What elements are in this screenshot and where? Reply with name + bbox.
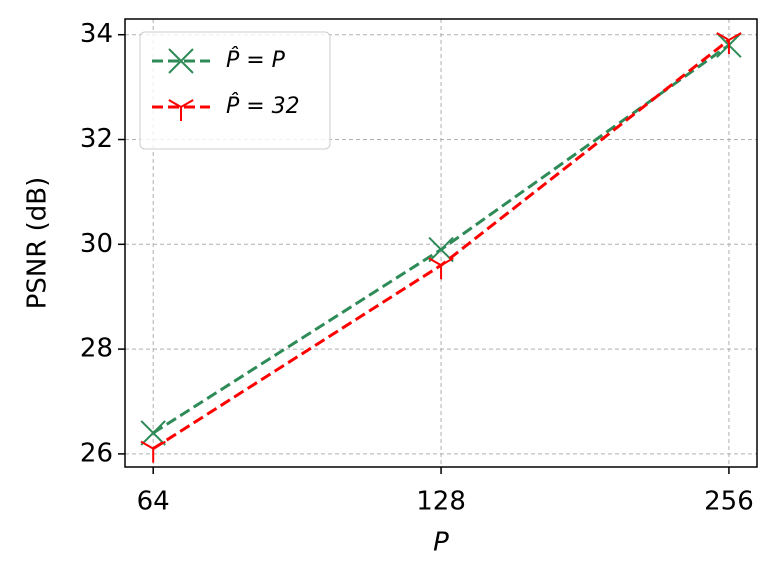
plot-frame [124, 18, 758, 468]
y-tick-label: 32 [80, 124, 113, 154]
x-tick-label: 128 [416, 487, 466, 517]
y-tick-label: 30 [80, 229, 113, 259]
legend-label: P̂ = 32 [226, 93, 300, 119]
legend-marker [168, 99, 194, 121]
x-tick-label: 256 [704, 487, 754, 517]
y-tick-label: 26 [80, 438, 113, 468]
marker [140, 420, 166, 446]
x-tick-label: 64 [137, 487, 170, 517]
y-tick-label: 34 [80, 19, 113, 49]
legend-marker [168, 48, 194, 74]
marker [140, 440, 166, 463]
legend-label: P̂ = P [226, 47, 286, 73]
y-tick-label: 28 [80, 334, 113, 364]
x-axis-label: P [433, 528, 449, 558]
y-axis-label: PSNR (dB) [23, 177, 53, 310]
marker [428, 257, 454, 280]
marker [716, 32, 742, 54]
